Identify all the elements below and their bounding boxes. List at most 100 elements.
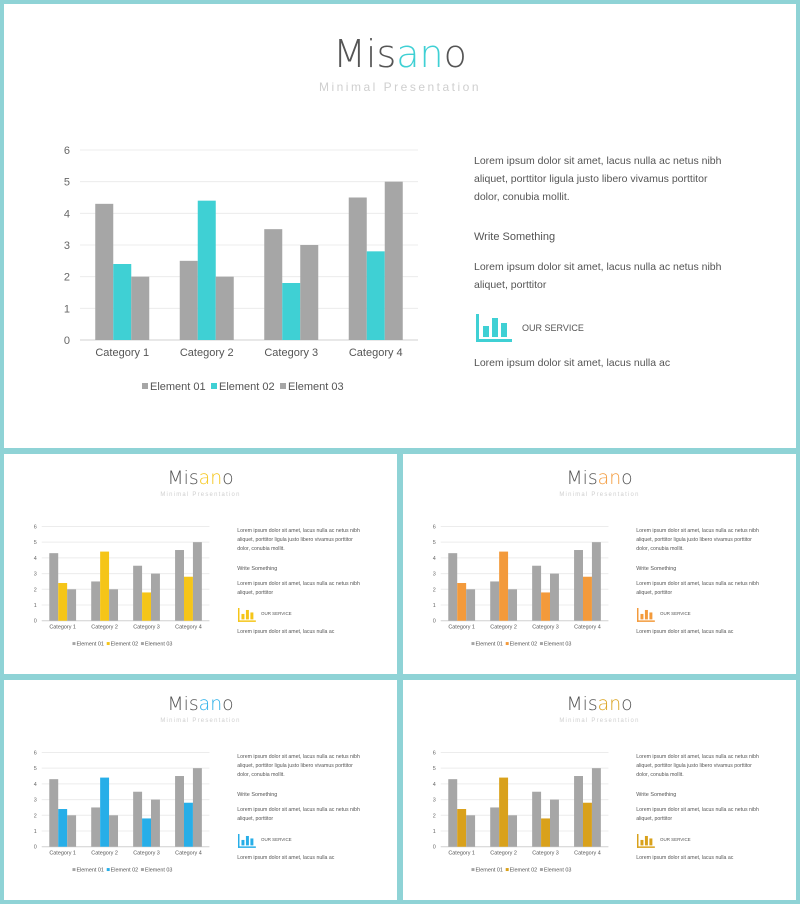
slide-5: Misano Minimal Presentation 0 1 2 3 4 5 6 Categor… (403, 680, 796, 900)
y-tick-label: 5 (64, 177, 70, 189)
bar-element-02-1 (457, 583, 467, 621)
x-tick-label: Category 4 (175, 851, 202, 857)
slide-3: Misano Minimal Presentation 0 1 2 3 4 5 6 Categor… (403, 454, 796, 674)
title-main: Mis (566, 467, 598, 489)
y-tick-label: 6 (34, 750, 37, 756)
legend-label: Element 02 (219, 381, 275, 393)
bar-element-02-1 (58, 583, 68, 621)
legend-label: Element 01 (475, 642, 503, 648)
bar-element-03-4 (192, 542, 202, 621)
slide-subtitle: Minimal Presentation (559, 717, 640, 724)
y-tick-label: 0 (34, 619, 37, 625)
y-tick-label: 4 (433, 556, 436, 562)
bar-element-01-3 (133, 565, 143, 621)
y-tick-label: 0 (34, 845, 37, 851)
section-heading: Write Something (237, 566, 278, 573)
title-accent: an (198, 693, 223, 715)
service-label: OUR SERVICE (660, 611, 691, 617)
bar-element-02-4 (184, 802, 193, 847)
section-heading: Write Something (237, 792, 278, 799)
bar-element-03-2 (109, 815, 119, 847)
paragraph-2: Lorem ipsum dolor sit amet, lacus nulla … (237, 581, 360, 596)
legend-swatch (140, 642, 144, 646)
bar-element-01-3 (264, 229, 283, 340)
legend-label: Element 01 (150, 381, 206, 393)
bar-element-03-1 (67, 589, 77, 621)
slide-1: Misano Minimal Presentation 0 1 2 3 4 5 6 Categor… (4, 4, 796, 448)
x-tick-label: Category 1 (95, 347, 149, 359)
y-tick-label: 0 (64, 335, 70, 347)
x-tick-label: Category 2 (91, 851, 118, 857)
x-tick-label: Category 1 (49, 625, 76, 631)
bar-chart: 0 1 2 3 4 5 6 Category 1 Category 2 Category 3 Cat… (433, 524, 609, 648)
bar-chart-icon (238, 833, 257, 848)
bar-element-03-2 (109, 589, 119, 621)
bar-chart: 0 1 2 3 4 5 6 Category 1 Category 2 Category 3 Cat… (433, 750, 609, 874)
bar-element-02-2 (499, 551, 509, 621)
x-tick-label: Category 3 (133, 851, 160, 857)
slide-title: Misano (403, 694, 796, 715)
service-label: OUR SERVICE (261, 611, 292, 617)
bar-element-01-3 (532, 565, 542, 621)
service-row: OUR SERVICE (237, 833, 364, 849)
bar-element-02-3 (541, 592, 551, 621)
title-accent: an (198, 467, 223, 489)
x-tick-label: Category 4 (574, 625, 601, 631)
legend-label: Element 01 (76, 642, 104, 648)
legend-swatch (505, 642, 509, 646)
x-tick-label: Category 4 (574, 851, 601, 857)
bar-element-03-2 (508, 815, 518, 847)
slide-title: Misano (4, 694, 397, 715)
paragraph-3: Lorem ipsum dolor sit amet, lacus nulla … (474, 357, 671, 369)
bar-element-01-3 (532, 791, 542, 847)
bar-element-02-2 (100, 777, 110, 847)
title-accent: an (597, 693, 622, 715)
bar-element-01-2 (490, 581, 500, 621)
bar-element-02-3 (142, 592, 152, 621)
y-tick-label: 4 (433, 782, 436, 788)
legend-swatch (72, 642, 76, 646)
bar-element-01-2 (91, 581, 101, 621)
paragraph-3: Lorem ipsum dolor sit amet, lacus nulla … (636, 854, 734, 861)
bar-element-02-4 (583, 802, 592, 847)
slide-subtitle: Minimal Presentation (160, 491, 241, 498)
legend-swatch (505, 868, 509, 872)
bar-chart-icon (238, 607, 257, 622)
section-heading: Write Something (474, 231, 556, 243)
slide-subtitle: Minimal Presentation (559, 491, 640, 498)
title-accent: an (396, 32, 444, 76)
bar-element-01-4 (574, 550, 584, 621)
x-tick-label: Category 1 (448, 625, 475, 631)
y-tick-label: 1 (34, 829, 37, 835)
y-tick-label: 2 (34, 587, 37, 593)
bar-element-03-3 (151, 573, 160, 621)
legend-label: Element 02 (510, 642, 538, 648)
slide-subtitle: Minimal Presentation (160, 717, 241, 724)
bar-element-03-1 (67, 815, 77, 847)
y-tick-label: 1 (433, 829, 436, 835)
y-tick-label: 2 (433, 587, 436, 593)
slide-title: Misano (403, 468, 796, 489)
bar-element-01-4 (348, 197, 367, 340)
x-tick-label: Category 2 (180, 347, 234, 359)
bar-chart-icon (476, 314, 512, 342)
legend-label: Element 03 (288, 381, 344, 393)
legend-label: Element 01 (76, 868, 104, 874)
bar-element-01-1 (49, 553, 59, 621)
title-main: Mis (167, 693, 199, 715)
bar-element-03-3 (550, 573, 559, 621)
bar-element-02-4 (583, 576, 592, 621)
bar-element-02-4 (184, 576, 193, 621)
paragraph-1: Lorem ipsum dolor sit amet, lacus nulla … (237, 754, 360, 779)
bar-element-02-1 (457, 809, 467, 847)
legend-label: Element 02 (510, 868, 538, 874)
bar-element-01-1 (448, 553, 458, 621)
bar-element-03-4 (192, 768, 202, 847)
bar-element-02-3 (541, 818, 551, 847)
y-tick-label: 6 (64, 145, 70, 157)
title-main: Mis (333, 32, 397, 76)
title-main: Mis (167, 467, 199, 489)
bar-element-03-3 (151, 799, 160, 847)
y-tick-label: 1 (34, 603, 37, 609)
title-end: o (222, 467, 234, 489)
